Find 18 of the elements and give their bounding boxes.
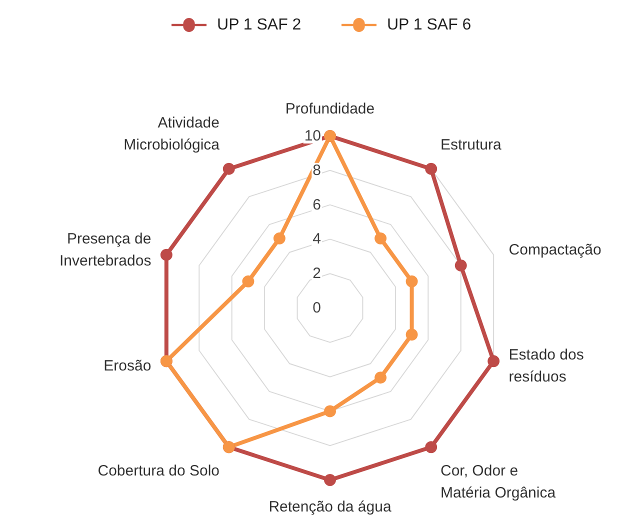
spoke-label: Cor, Odor e Matéria Orgânica	[440, 462, 556, 502]
spoke-label: Presença de Invertebrados	[59, 230, 152, 270]
spoke-label: Profundidade	[285, 100, 375, 118]
spoke-label: Estado dos resíduos	[508, 346, 584, 386]
spoke-label: Retenção da água	[268, 498, 392, 516]
legend-label: UP 1 SAF 2	[217, 16, 302, 34]
spoke-label: Estrutura	[440, 136, 502, 154]
y-tick-label: 10	[304, 128, 321, 144]
y-tick-label: 2	[312, 265, 321, 282]
spoke-label: Cobertura do Solo	[98, 462, 220, 480]
y-tick-label: 6	[312, 196, 321, 214]
spoke-label: Erosão	[104, 358, 152, 375]
y-tick-label: 8	[312, 162, 321, 179]
y-tick-label: 0	[312, 300, 321, 316]
legend-label: UP 1 SAF 6	[387, 16, 472, 34]
y-tick-label: 4	[312, 230, 321, 248]
spoke-label: Compactação	[508, 241, 602, 258]
spoke-label: Atividade Microbiológica	[124, 114, 220, 154]
